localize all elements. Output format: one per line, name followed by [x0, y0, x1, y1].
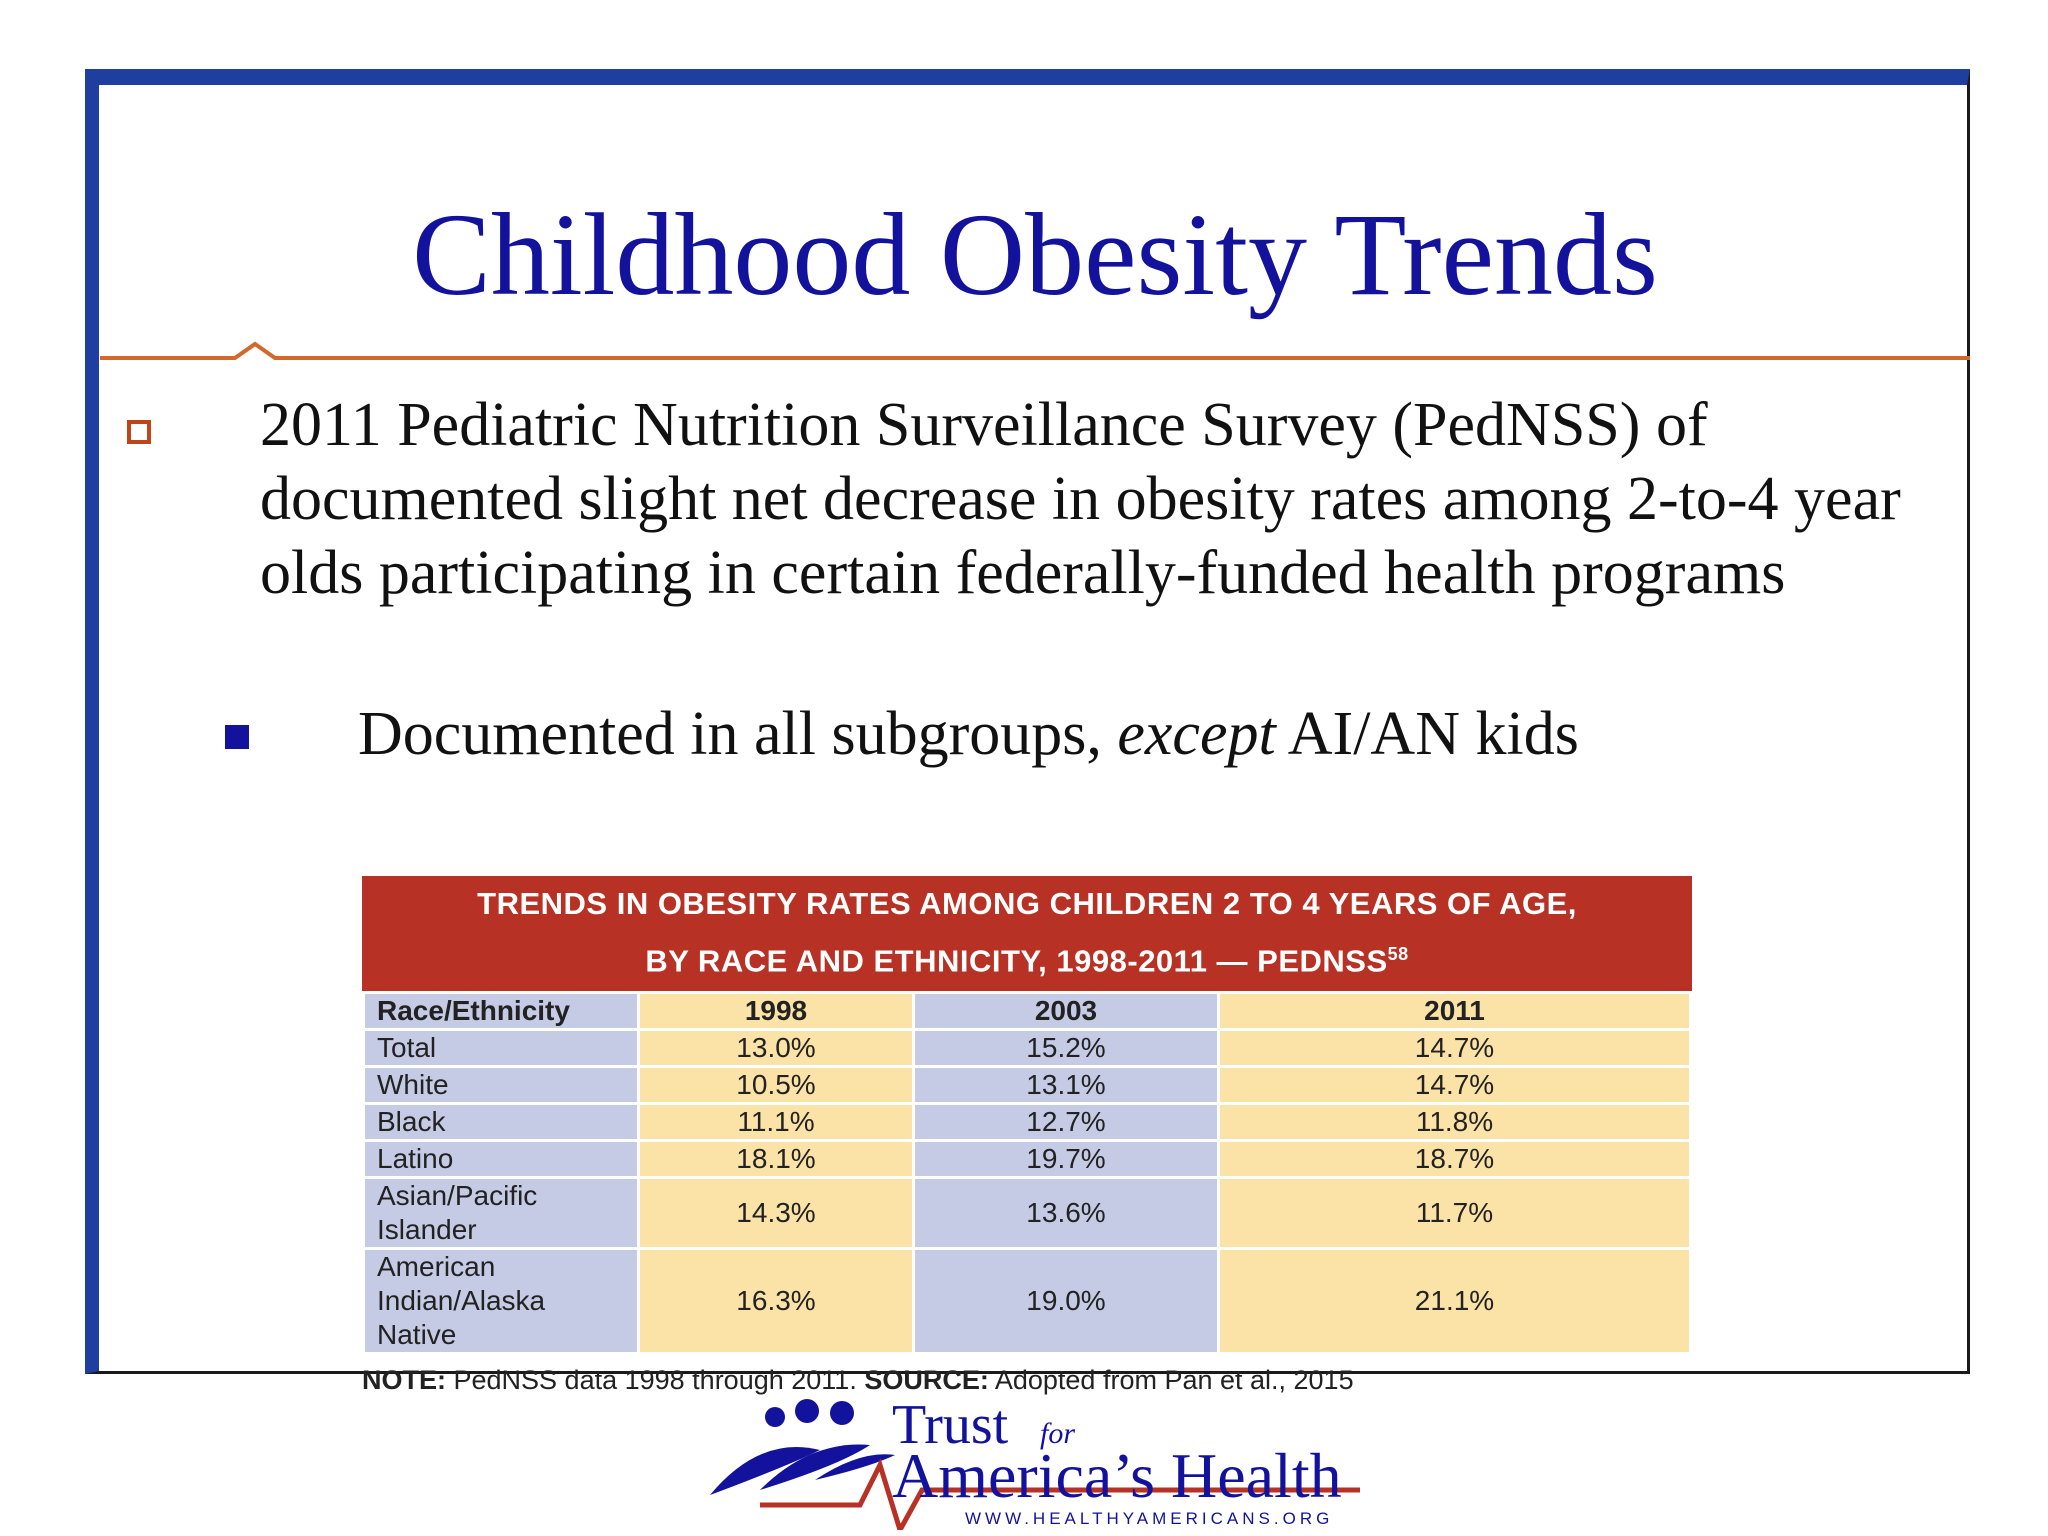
- slide-title: Childhood Obesity Trends: [412, 189, 1658, 320]
- table-row: Black 11.1% 12.7% 11.8%: [365, 1105, 1689, 1140]
- cell-1998: 14.3%: [640, 1179, 912, 1248]
- cell-2011: 14.7%: [1220, 1068, 1689, 1103]
- cell-2003: 13.1%: [915, 1068, 1217, 1103]
- bullet-sub-text: Documented in all subgroups, except AI/A…: [358, 697, 1858, 771]
- cell-2011: 18.7%: [1220, 1142, 1689, 1177]
- title-divider: [100, 341, 1970, 360]
- row-label: Latino: [365, 1142, 637, 1177]
- header-2011: 2011: [1220, 994, 1689, 1029]
- table-title: TRENDS IN OBESITY RATES AMONG CHILDREN 2…: [362, 876, 1692, 993]
- cell-1998: 18.1%: [640, 1142, 912, 1177]
- row-label: American Indian/Alaska Native: [365, 1250, 637, 1353]
- row-label: Total: [365, 1031, 637, 1066]
- logo-trust: Trust: [892, 1394, 1009, 1456]
- bullet-main-text: 2011 Pediatric Nutrition Surveillance Su…: [260, 391, 1901, 607]
- logo-url: WWW.HEALTHYAMERICANS.ORG: [965, 1509, 1334, 1528]
- table-row: Asian/Pacific Islander 14.3% 13.6% 11.7%: [365, 1179, 1689, 1248]
- table-row: Latino 18.1% 19.7% 18.7%: [365, 1142, 1689, 1177]
- table-title-line2-text: BY RACE AND ETHNICITY, 1998-2011 — PEDNS…: [645, 943, 1388, 979]
- header-race: Race/Ethnicity: [365, 994, 637, 1029]
- source-label: SOURCE:: [864, 1365, 989, 1396]
- row-label: Black: [365, 1105, 637, 1140]
- cell-2003: 19.7%: [915, 1142, 1217, 1177]
- cell-2003: 12.7%: [915, 1105, 1217, 1140]
- cell-2003: 13.6%: [915, 1179, 1217, 1248]
- people-heartbeat-icon: [710, 1399, 1360, 1530]
- table-title-line1: TRENDS IN OBESITY RATES AMONG CHILDREN 2…: [477, 886, 1577, 921]
- bullet-sub-prefix: Documented in all subgroups,: [358, 700, 1118, 768]
- cell-1998: 13.0%: [640, 1031, 912, 1066]
- table-title-line2: BY RACE AND ETHNICITY, 1998-2011 — PEDNS…: [362, 929, 1692, 986]
- slide-frame: [85, 69, 1970, 1374]
- tfah-logo: Trust for America’s Health WWW.HEALTHYAM…: [700, 1395, 1360, 1530]
- bullet-square-icon: [127, 420, 151, 444]
- table-row: White 10.5% 13.1% 14.7%: [365, 1068, 1689, 1103]
- source-text: Adopted from Pan et al., 2015: [988, 1365, 1354, 1396]
- cell-2011: 14.7%: [1220, 1031, 1689, 1066]
- cell-2011: 11.8%: [1220, 1105, 1689, 1140]
- row-label: Asian/Pacific Islander: [365, 1179, 637, 1248]
- obesity-table: TRENDS IN OBESITY RATES AMONG CHILDREN 2…: [362, 876, 1692, 1396]
- data-table: Race/Ethnicity 1998 2003 2011 Total 13.0…: [362, 991, 1692, 1356]
- sub-bullet-square-icon: [225, 725, 249, 749]
- note-label: NOTE:: [362, 1365, 446, 1396]
- cell-2003: 19.0%: [915, 1250, 1217, 1353]
- cell-1998: 16.3%: [640, 1250, 912, 1353]
- table-row: American Indian/Alaska Native 16.3% 19.0…: [365, 1250, 1689, 1353]
- bullet-sub-suffix: AI/AN kids: [1275, 700, 1579, 768]
- logo-name: America’s Health: [892, 1440, 1342, 1511]
- header-2003: 2003: [915, 994, 1217, 1029]
- logo-for: for: [1040, 1417, 1076, 1450]
- table-note: NOTE: PedNSS data 1998 through 2011. SOU…: [362, 1365, 1692, 1396]
- cell-2011: 11.7%: [1220, 1179, 1689, 1248]
- header-1998: 1998: [640, 994, 912, 1029]
- cell-1998: 11.1%: [640, 1105, 912, 1140]
- note-text: PedNSS data 1998 through 2011.: [446, 1365, 865, 1396]
- table-row: Total 13.0% 15.2% 14.7%: [365, 1031, 1689, 1066]
- bullet-sub-emphasis: except: [1117, 700, 1276, 768]
- row-label: White: [365, 1068, 637, 1103]
- cell-1998: 10.5%: [640, 1068, 912, 1103]
- table-header-row: Race/Ethnicity 1998 2003 2011: [365, 994, 1689, 1029]
- cell-2011: 21.1%: [1220, 1250, 1689, 1353]
- table-title-superscript: 58: [1387, 944, 1409, 964]
- cell-2003: 15.2%: [915, 1031, 1217, 1066]
